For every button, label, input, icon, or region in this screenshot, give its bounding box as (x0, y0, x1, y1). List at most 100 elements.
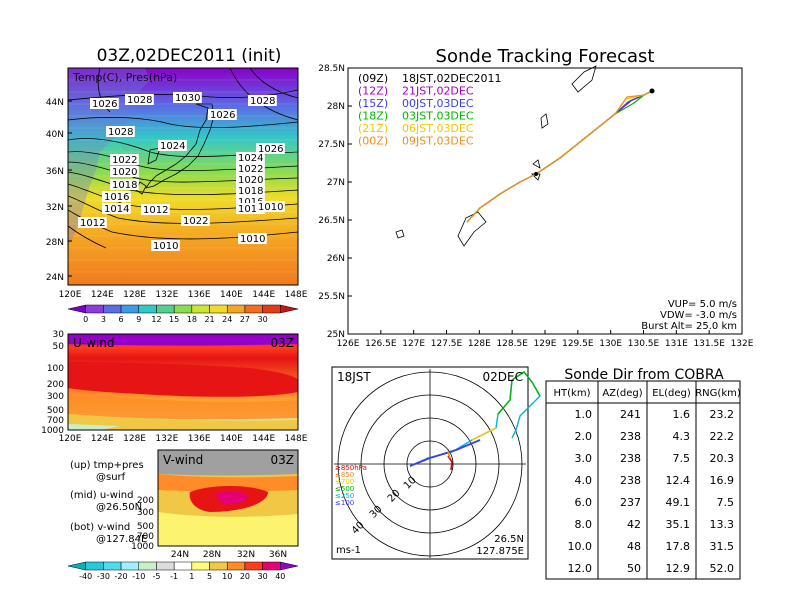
isobar-label: 1024 (238, 153, 263, 164)
wind-colorbar-swatch (120, 561, 140, 571)
wind-colorbar: -40 -30 -20 -10 -5 -1 1 5 10 20 30 40 (67, 561, 299, 581)
colorbar-label: 27 (240, 315, 250, 324)
isobar-label-box (181, 215, 210, 226)
uwind-y-tick: 700 (47, 416, 64, 426)
colorbar-label: 6 (119, 315, 124, 324)
track-lon-tick: 127.5E (431, 339, 463, 349)
isobar-label: 1016 (104, 192, 129, 203)
polar-units: ms-1 (336, 545, 361, 556)
launch-code: (18Z) (358, 110, 388, 123)
launch-labels: (09Z) 18JST,02DEC2011 (12Z) 21JST,02DEC (15Z… (358, 72, 502, 148)
cobra-cell: 1.6 (673, 408, 691, 421)
isobar-label: 1026 (210, 110, 235, 121)
colorbar-label: 0 (83, 315, 88, 324)
sonde-track-line (466, 90, 653, 223)
uwind-x-tick: 148E (285, 434, 308, 444)
left-map-lat-ticks: 44N 40N 36N 32N 28N 24N (46, 98, 72, 283)
lat-tick-label: 28N (46, 238, 64, 248)
vwind-panel: V-wind 03Z (157, 449, 299, 547)
cobra-cell: 10.0 (568, 540, 593, 553)
isobar-label: 1010 (240, 234, 265, 245)
vwind-x-tick: 32N (237, 550, 255, 560)
isobar-label: 1016 (238, 197, 263, 208)
isobar-label-box (141, 204, 170, 215)
track-lon-tick: 128.5E (496, 339, 528, 349)
lon-tick-label: 144E (252, 290, 275, 300)
cobra-cell: 42 (627, 518, 641, 531)
launch-time-label: 18JST,02DEC2011 (402, 72, 502, 85)
lon-tick-label: 132E (155, 290, 178, 300)
cobra-cell: 17.8 (666, 540, 691, 553)
cobra-cell: 7.5 (673, 452, 691, 465)
uwind-panel: U-wind 03Z (67, 333, 299, 431)
uwind-x-tick: 128E (123, 434, 146, 444)
track-lon-tick: 126.5E (365, 339, 397, 349)
track-lon-tick: 132E (731, 339, 754, 349)
isobar-label: 1012 (80, 218, 105, 229)
wind-colorbar-label: 30 (258, 572, 268, 581)
cobra-cell: 52.0 (710, 562, 735, 575)
lat-tick-label: 44N (46, 98, 64, 108)
launch-param: VUP= 5.0 m/s (668, 299, 737, 310)
wind-colorbar-swatch (85, 561, 104, 571)
lon-tick-label: 120E (59, 290, 82, 300)
japan-outline (145, 103, 215, 189)
isobar-label: 1022 (112, 155, 137, 166)
temp-colorbar: 0 3 6 9 12 15 18 21 24 27 30 (67, 304, 299, 324)
track-lon-tick: 131.5E (693, 339, 725, 349)
track-lon-tick: 128E (468, 339, 491, 349)
wind-colorbar-swatch (173, 561, 193, 571)
isobar-label-box (236, 203, 265, 214)
colorbar-label: 18 (187, 315, 197, 324)
wind-colorbar-swatch (67, 561, 86, 571)
launch-point (649, 88, 655, 94)
cobra-header: EL(deg) (652, 388, 691, 399)
isobar-label-box (236, 174, 265, 185)
isobar-label-box (78, 217, 107, 228)
isobar-label: 1018 (112, 180, 137, 191)
isobar-label: 1028 (127, 95, 152, 106)
launch-time-label: 21JST,02DEC (402, 85, 474, 98)
uwind-x-tick: 132E (155, 434, 178, 444)
cobra-cell: 31.5 (710, 540, 735, 553)
isobar-label: 1028 (250, 96, 275, 107)
cobra-cell: 22.2 (710, 430, 735, 443)
vwind-y-tick: 300 (137, 508, 154, 518)
isobar-label: 1020 (112, 167, 137, 178)
wind-colorbar-swatch (156, 561, 175, 571)
isobar-label-box (110, 166, 139, 177)
track-map-panel (347, 65, 743, 335)
colorbar-swatch (191, 304, 210, 314)
track-lat-tick: 27.5N (318, 140, 345, 150)
isobar-label: 1014 (238, 204, 263, 215)
cobra-cell: 48 (627, 540, 641, 553)
legend-note-line1: (mid) u-wind (70, 490, 133, 501)
cobra-cell: 13.3 (710, 518, 735, 531)
colorbar-swatch (138, 304, 157, 314)
colorbar-label: 24 (222, 315, 232, 324)
isobar-label-box (236, 163, 265, 174)
uwind-x-tick: 120E (59, 434, 82, 444)
uwind-x-tick: 144E (252, 434, 275, 444)
uwind-y-tick: 500 (47, 406, 64, 416)
cobra-cell: 238 (620, 474, 641, 487)
colorbar-swatch (226, 304, 246, 314)
colorbar-label: 21 (204, 315, 214, 324)
launch-time-label: 03JST,03DEC (402, 110, 474, 123)
launch-param: Burst Alt= 25.0 km (641, 321, 737, 332)
isobar-label: 1022 (183, 216, 208, 227)
colorbar-swatch (244, 304, 263, 314)
pressure-legend-item: ≤500 (335, 485, 354, 493)
isobar-label: 1012 (143, 205, 168, 216)
launch-code: (00Z) (358, 135, 388, 148)
vwind-x-tick: 24N (171, 550, 189, 560)
vwind-x-tick: 36N (269, 550, 287, 560)
isobar-label: 1014 (104, 204, 129, 215)
wind-colorbar-swatch (244, 561, 263, 571)
colorbar-label: 30 (258, 315, 268, 324)
launch-code: (09Z) (358, 72, 388, 85)
cobra-cell: 238 (620, 430, 641, 443)
